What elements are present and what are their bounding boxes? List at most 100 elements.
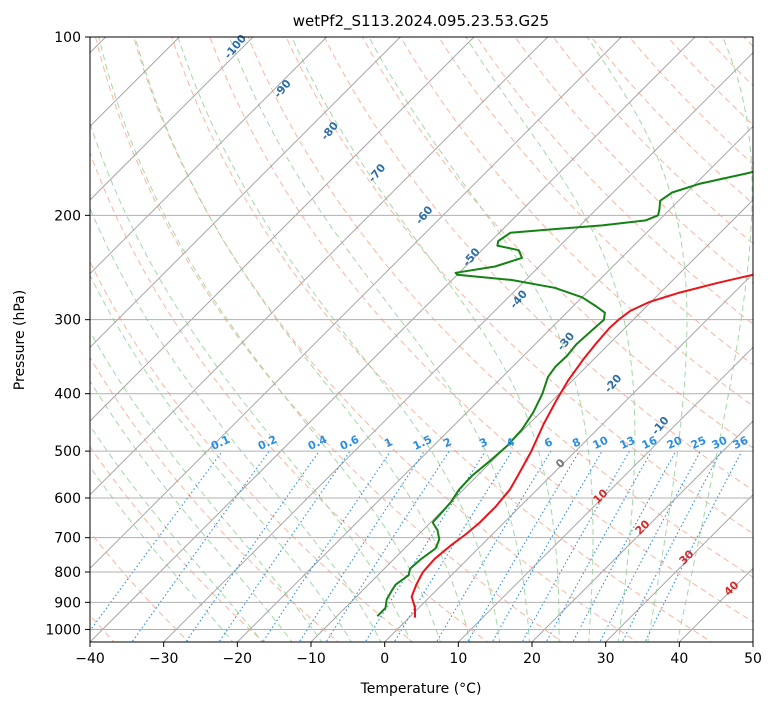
mixing-ratio-label: 20 <box>665 434 685 452</box>
mixing-ratio-label: 2 <box>441 435 453 450</box>
mixing-ratio-line <box>599 450 701 642</box>
dry-adiabat-line <box>90 151 489 642</box>
moist-adiabat-line <box>586 37 688 642</box>
dry-adiabat-line <box>769 24 775 645</box>
y-tick-label: 800 <box>54 565 81 581</box>
mixing-ratio-label: 0.6 <box>338 433 361 453</box>
x-tick-label: 30 <box>597 651 615 667</box>
mixing-ratio-label: 16 <box>640 434 660 452</box>
y-axis: 100 200 300 400 500 600 700 800 900 1000 <box>45 30 90 638</box>
theta-e-label: -60 <box>413 203 436 227</box>
mixing-ratio-label: 0.2 <box>256 433 279 453</box>
isotherm-line <box>752 641 753 642</box>
dry-adiabat-line <box>705 37 753 87</box>
isotherm-line <box>678 567 753 642</box>
wetbulb-label: 40 <box>722 578 742 598</box>
isotherm-line <box>90 37 696 642</box>
dry-adiabat-line <box>90 531 190 642</box>
theta-e-label: -90 <box>271 77 294 101</box>
moist-adiabat-line <box>228 37 530 642</box>
isotherm-line <box>236 125 753 642</box>
mixing-ratio-line <box>466 450 580 642</box>
y-tick-label: 400 <box>54 387 81 403</box>
mixing-ratio-label: 1.5 <box>411 433 434 453</box>
y-axis-label: Pressure (hPa) <box>12 290 28 390</box>
mixing-ratio-label: 13 <box>618 434 637 452</box>
isotherm-line <box>90 37 549 496</box>
mixing-ratio-line <box>262 450 392 642</box>
dewpoint-line <box>376 170 753 617</box>
moist-adiabat-line <box>90 206 382 642</box>
theta-e-label: -80 <box>318 119 341 143</box>
mixing-ratio-line <box>325 450 450 642</box>
mixing-ratio-label: 25 <box>689 434 708 452</box>
isotherm-line <box>605 493 753 642</box>
x-tick-label: −20 <box>223 651 253 667</box>
y-tick-label: 100 <box>54 30 81 46</box>
isotherm-line <box>90 37 622 570</box>
mixing-ratio-line <box>131 450 270 642</box>
x-axis-label: Temperature (°C) <box>360 681 482 697</box>
background-lines <box>90 24 775 645</box>
moist-adiabat-line <box>90 466 234 642</box>
moist-adiabat-line <box>90 424 264 642</box>
moist-adiabat-line <box>368 37 594 642</box>
isotherm-line <box>90 37 475 422</box>
moist-adiabat-line <box>90 274 352 642</box>
mixing-ratio-label: 0.4 <box>306 433 329 453</box>
y-tick-label: 600 <box>54 491 81 507</box>
isotherm-line <box>531 420 753 642</box>
wetbulb-label: 0 <box>553 456 568 471</box>
dry-adiabat-line <box>476 37 753 325</box>
y-tick-label: 200 <box>54 208 81 224</box>
theta-e-label: -50 <box>460 245 483 269</box>
isotherm-line <box>90 37 328 275</box>
moist-adiabat-line <box>90 121 412 642</box>
dry-adiabat-line <box>666 37 753 126</box>
mixing-ratio-label: 6 <box>542 435 555 450</box>
y-tick-label: 1000 <box>45 622 81 638</box>
mixing-ratio-line <box>393 450 513 642</box>
mixing-ratio-label: 10 <box>591 434 611 452</box>
dry-adiabat-line <box>285 37 753 534</box>
mixing-ratio-line <box>435 450 552 642</box>
moist-adiabat-line <box>98 37 441 642</box>
isotherm-line <box>90 37 401 349</box>
mixing-ratio-line <box>218 450 351 642</box>
isotherm-line <box>384 272 753 642</box>
mixing-ratio-line <box>572 450 677 642</box>
moist-adiabat-line <box>134 37 471 642</box>
y-tick-label: 500 <box>54 444 81 460</box>
mixing-ratio-line <box>621 450 722 642</box>
mixing-ratio-line <box>644 450 743 642</box>
x-tick-label: 50 <box>744 651 762 667</box>
mixing-ratio-line <box>185 450 320 642</box>
mixing-ratio-label: 3 <box>477 435 489 450</box>
chart-title: wetPf2_S113.2024.095.23.53.G25 <box>293 12 549 31</box>
temperature-line <box>410 273 753 618</box>
x-tick-label: 40 <box>670 651 688 667</box>
wetbulb-label: 20 <box>633 517 653 537</box>
dry-adiabat-line <box>514 37 753 285</box>
mixing-ratio-line <box>90 450 223 632</box>
x-tick-label: 20 <box>523 651 541 667</box>
dry-adiabat-line <box>552 37 753 245</box>
pressure-gridlines <box>90 37 753 630</box>
y-tick-label: 900 <box>54 595 81 611</box>
profile-series <box>376 170 753 618</box>
dry-adiabat-line <box>171 37 713 642</box>
isotherm-line <box>163 51 753 642</box>
mixing-ratio-line <box>298 450 425 642</box>
dry-adiabat-line <box>90 445 265 642</box>
dry-adiabat-line <box>90 260 414 642</box>
dry-adiabat-line <box>90 356 340 642</box>
theta-e-label: -20 <box>602 372 625 396</box>
y-tick-label: 300 <box>54 313 81 329</box>
dry-adiabat-line <box>438 37 753 366</box>
plot-frame <box>89 36 754 643</box>
mixing-ratio-label: 0.1 <box>209 433 232 453</box>
theta-e-label: -100 <box>221 32 249 62</box>
x-axis: −40 −30 −20 −10 0 10 20 30 40 50 <box>75 642 762 667</box>
isotherm-line <box>90 37 254 201</box>
